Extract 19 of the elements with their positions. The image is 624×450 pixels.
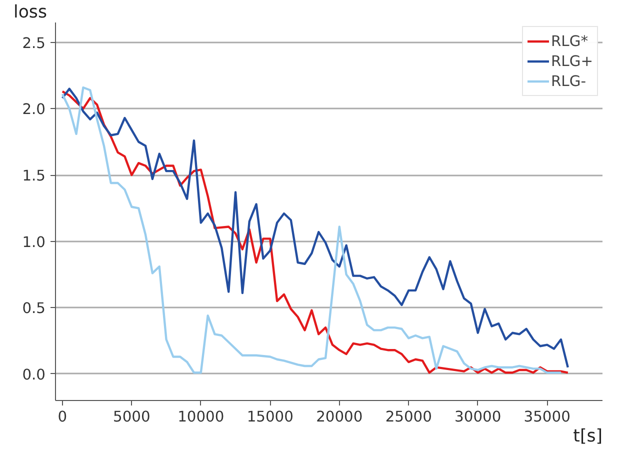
x-tick-label: 0 (58, 408, 68, 426)
y-tick-label: 1.5 (22, 168, 46, 185)
x-tick-label: 25000 (385, 408, 432, 426)
x-tick-label: 30000 (454, 408, 502, 426)
y-tick-label: 0.5 (22, 300, 46, 318)
x-tick-label: 35000 (524, 408, 570, 426)
y-tick-label: 0.0 (22, 366, 46, 384)
legend-label: RLG* (551, 32, 588, 50)
y-axis-title: loss (14, 2, 47, 22)
x-tick-label: 20000 (316, 408, 363, 426)
y-tick-label: 2.0 (22, 101, 46, 118)
x-tick-label: 10000 (178, 408, 224, 426)
x-tick-label: 15000 (246, 408, 294, 426)
legend-label: RLG+ (551, 52, 593, 70)
x-tick-label: 5000 (113, 408, 150, 426)
x-axis-title: t[s] (573, 426, 602, 446)
legend-label: RLG- (551, 72, 586, 90)
y-tick-label: 1.0 (22, 234, 46, 251)
y-tick-label: 2.5 (22, 34, 46, 52)
